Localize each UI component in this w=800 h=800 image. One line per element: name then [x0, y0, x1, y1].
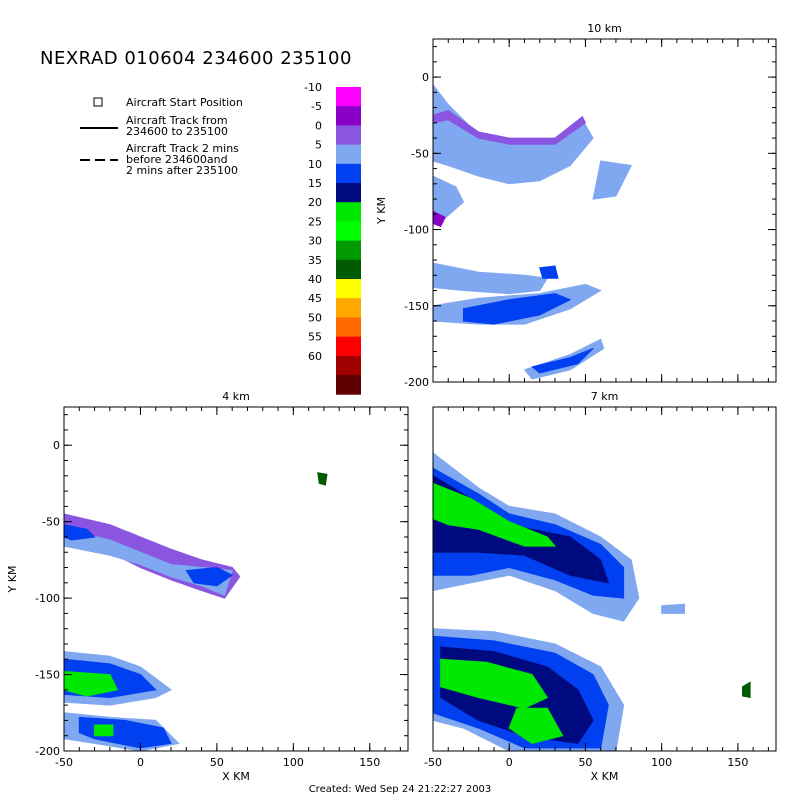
echo-region [433, 262, 549, 295]
x-tick-label: 100 [283, 756, 304, 769]
y-tick-label: -100 [35, 592, 60, 605]
y-tick-label: -100 [404, 224, 429, 237]
colorbar-label: 60 [308, 350, 322, 363]
x-tick-label: 50 [210, 756, 224, 769]
y-axis-label: Y KM [375, 197, 388, 225]
colorbar-swatch [336, 259, 361, 280]
created-timestamp: Created: Wed Sep 24 21:22:27 2003 [309, 784, 492, 795]
colorbar-label: 25 [308, 215, 322, 228]
plot-frame [432, 38, 777, 383]
echo-region [433, 210, 446, 228]
echo-region [64, 670, 119, 697]
x-axis-label: X KM [591, 770, 619, 783]
legend-track2-line3: 2 mins after 235100 [126, 164, 238, 177]
y-tick-label: -50 [411, 147, 429, 160]
x-tick-label: 100 [651, 756, 672, 769]
y-tick-label: -200 [35, 745, 60, 758]
colorbar-swatch [336, 375, 361, 395]
echo-regions [64, 472, 328, 751]
colorbar-swatch [336, 355, 361, 376]
echo-region [742, 681, 751, 699]
colorbar-label: 35 [308, 254, 322, 267]
y-tick-label: -50 [42, 516, 60, 529]
echo-region [440, 658, 549, 709]
colorbar-label: 5 [315, 139, 322, 152]
y-tick-label: -200 [404, 376, 429, 389]
legend-track-line2: 234600 to 235100 [126, 125, 228, 138]
legend: Aircraft Start Position Aircraft Track f… [80, 96, 243, 177]
echo-region [530, 348, 594, 374]
x-axis-label: X KM [222, 770, 250, 783]
echo-region [64, 524, 96, 541]
y-tick-label: -150 [35, 669, 60, 682]
x-tick-label: -50 [55, 756, 73, 769]
plot-frame [432, 406, 777, 752]
y-tick-label: 0 [422, 71, 429, 84]
legend-track2-line2: before 234600and [126, 153, 228, 166]
plot-frame [63, 406, 409, 752]
panel-title: 10 km [587, 22, 622, 35]
colorbar-swatch [336, 279, 361, 299]
colorbar-swatch [336, 87, 361, 107]
colorbar-label: -10 [304, 81, 322, 94]
legend-start-position: Aircraft Start Position [126, 96, 243, 109]
colorbar-swatch [336, 221, 361, 242]
colorbar-label: 15 [308, 177, 322, 190]
x-tick-label: 0 [137, 756, 144, 769]
panel-title: 4 km [222, 390, 250, 403]
colorbar-swatch [336, 317, 361, 338]
y-tick-label: 0 [53, 439, 60, 452]
echo-region [463, 293, 572, 325]
colorbar-label: 0 [315, 119, 322, 132]
colorbar-swatch [336, 144, 361, 165]
legend-track2-line1: Aircraft Track 2 mins [126, 142, 239, 155]
echo-region [433, 110, 587, 145]
colorbar-swatch [336, 240, 361, 261]
colorbar-label: -5 [311, 100, 322, 113]
echo-region [433, 175, 465, 223]
echo-region [185, 566, 234, 587]
y-axis-label: Y KM [6, 566, 19, 594]
echo-regions [433, 83, 632, 380]
x-tick-label: 150 [359, 756, 380, 769]
echo-region [64, 528, 233, 596]
panel-title: 7 km [591, 390, 619, 403]
panel-10km: 10 km 0 -50 -100 -150 -200 Y KM [375, 22, 777, 389]
echo-region [94, 724, 114, 737]
x-tick-label: 0 [506, 756, 513, 769]
colorbar-swatch [336, 202, 361, 222]
echo-region [661, 603, 685, 614]
colorbar-swatch [336, 183, 361, 203]
colorbar-label: 30 [308, 235, 322, 248]
colorbar-swatch [336, 163, 361, 184]
colorbar-swatch [336, 125, 361, 146]
colorbar-label: 40 [308, 273, 322, 286]
panel-7km: 7 km -50 0 50 100 150 X KM [424, 390, 777, 783]
colorbar-label: 10 [308, 158, 322, 171]
colorbar-swatch [336, 336, 361, 357]
figure-title: NEXRAD 010604 234600 235100 [40, 48, 352, 69]
x-tick-label: -50 [424, 756, 442, 769]
colorbar-label: 55 [308, 331, 322, 344]
x-tick-label: 50 [578, 756, 592, 769]
colorbar-swatch [336, 298, 361, 318]
start-position-marker [93, 97, 103, 107]
echo-region [317, 472, 328, 486]
colorbar-label: 50 [308, 311, 322, 324]
echo-region [433, 482, 557, 547]
colorbar-swatch [336, 106, 361, 126]
colorbar-label: 45 [308, 292, 322, 305]
y-tick-label: -150 [404, 300, 429, 313]
echo-region [539, 265, 559, 279]
legend-track-line1: Aircraft Track from [126, 114, 228, 127]
echo-region [592, 160, 632, 200]
colorbar-label: 20 [308, 196, 322, 209]
colorbar: -10 -5 0 5 10 15 20 25 30 35 40 45 50 55 60 [304, 81, 361, 395]
echo-regions [433, 452, 751, 751]
echo-region [508, 707, 564, 744]
x-tick-label: 150 [727, 756, 748, 769]
